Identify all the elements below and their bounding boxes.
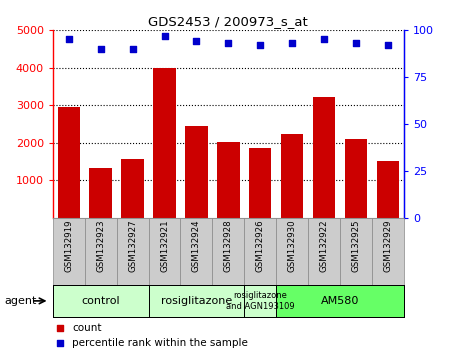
- Point: [225, 40, 232, 46]
- Bar: [213, 218, 244, 285]
- Text: percentile rank within the sample: percentile rank within the sample: [72, 338, 248, 348]
- Text: rosiglitazone
and AGN193109: rosiglitazone and AGN193109: [226, 291, 295, 310]
- Point: [289, 40, 296, 46]
- Text: GSM132919: GSM132919: [64, 220, 73, 272]
- Text: GSM132930: GSM132930: [288, 220, 297, 272]
- Bar: [249, 148, 271, 218]
- Bar: [85, 218, 117, 285]
- Bar: [313, 97, 335, 218]
- Text: GSM132923: GSM132923: [96, 220, 105, 272]
- Text: rosiglitazone: rosiglitazone: [161, 296, 232, 306]
- Bar: [117, 218, 149, 285]
- Bar: [372, 218, 404, 285]
- Point: [161, 33, 168, 39]
- Text: agent: agent: [5, 296, 37, 306]
- Bar: [149, 285, 244, 317]
- Bar: [153, 68, 176, 218]
- Text: AM580: AM580: [321, 296, 359, 306]
- Bar: [244, 285, 276, 317]
- Bar: [345, 139, 367, 218]
- Text: GSM132929: GSM132929: [383, 220, 392, 272]
- Bar: [149, 218, 180, 285]
- Bar: [340, 218, 372, 285]
- Point: [320, 37, 328, 42]
- Point: [353, 40, 360, 46]
- Text: GSM132924: GSM132924: [192, 220, 201, 272]
- Bar: [281, 135, 303, 218]
- Point: [289, 268, 296, 274]
- Point: [129, 46, 136, 52]
- Bar: [377, 161, 399, 218]
- Point: [97, 46, 104, 52]
- Bar: [185, 126, 207, 218]
- Title: GDS2453 / 200973_s_at: GDS2453 / 200973_s_at: [148, 15, 308, 28]
- Bar: [53, 218, 85, 285]
- Text: GSM132921: GSM132921: [160, 220, 169, 272]
- Bar: [180, 218, 213, 285]
- Text: GSM132926: GSM132926: [256, 220, 265, 272]
- Bar: [244, 218, 276, 285]
- Bar: [122, 159, 144, 218]
- Text: count: count: [72, 322, 101, 332]
- Bar: [276, 285, 404, 317]
- Text: GSM132928: GSM132928: [224, 220, 233, 272]
- Bar: [90, 168, 112, 218]
- Point: [289, 123, 296, 129]
- Text: GSM132922: GSM132922: [319, 220, 329, 272]
- Point: [193, 39, 200, 44]
- Bar: [276, 218, 308, 285]
- Text: control: control: [81, 296, 120, 306]
- Text: GSM132925: GSM132925: [352, 220, 360, 272]
- Text: GSM132927: GSM132927: [128, 220, 137, 272]
- Bar: [53, 285, 149, 317]
- Bar: [57, 107, 80, 218]
- Bar: [217, 142, 240, 218]
- Point: [257, 42, 264, 48]
- Point: [384, 42, 392, 48]
- Bar: [308, 218, 340, 285]
- Point: [65, 37, 73, 42]
